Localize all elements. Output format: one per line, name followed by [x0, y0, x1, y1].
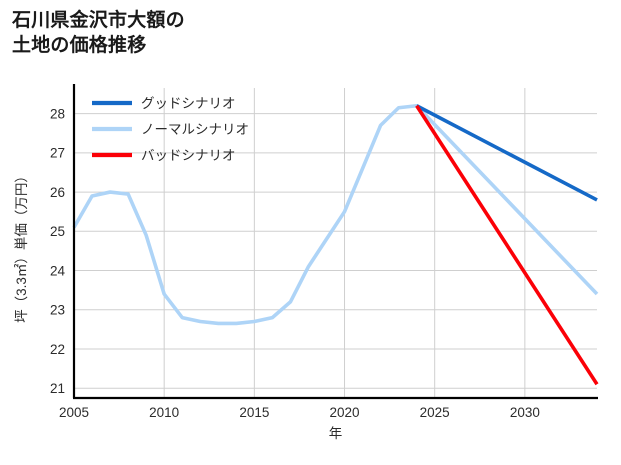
y-tick-label: 25	[50, 224, 65, 239]
series-line	[415, 104, 599, 386]
legend-label: ノーマルシナリオ	[141, 122, 249, 137]
x-axis-title: 年	[329, 426, 343, 441]
x-tick-label: 2030	[510, 405, 540, 420]
series-line	[415, 104, 598, 202]
y-tick-label: 21	[50, 381, 65, 396]
y-axis-title: 坪（3.3㎡）単価（万円）	[14, 169, 29, 323]
x-tick-label: 2020	[329, 405, 359, 420]
x-tick-label: 2010	[149, 405, 179, 420]
legend-label: バッドシナリオ	[141, 148, 236, 163]
tick-labels-group: 21 22 23 24 25 26 27 28 2005 2010 2015 2020 2025 2030	[50, 106, 540, 420]
legend-label: グッドシナリオ	[141, 96, 236, 111]
x-tick-label: 2005	[59, 405, 89, 420]
x-tick-label: 2015	[239, 405, 269, 420]
y-tick-label: 27	[50, 146, 65, 161]
series-group	[72, 103, 599, 386]
y-tick-label: 24	[50, 263, 66, 278]
y-tick-label: 26	[50, 185, 65, 200]
y-tick-label: 23	[50, 303, 65, 318]
x-tick-label: 2025	[420, 405, 450, 420]
page-title: 石川県金沢市大額の 土地の価格推移	[12, 10, 185, 57]
series-line	[72, 103, 599, 326]
axes-group	[72, 84, 598, 400]
y-tick-label: 28	[50, 106, 65, 121]
y-tick-label: 22	[50, 342, 65, 357]
